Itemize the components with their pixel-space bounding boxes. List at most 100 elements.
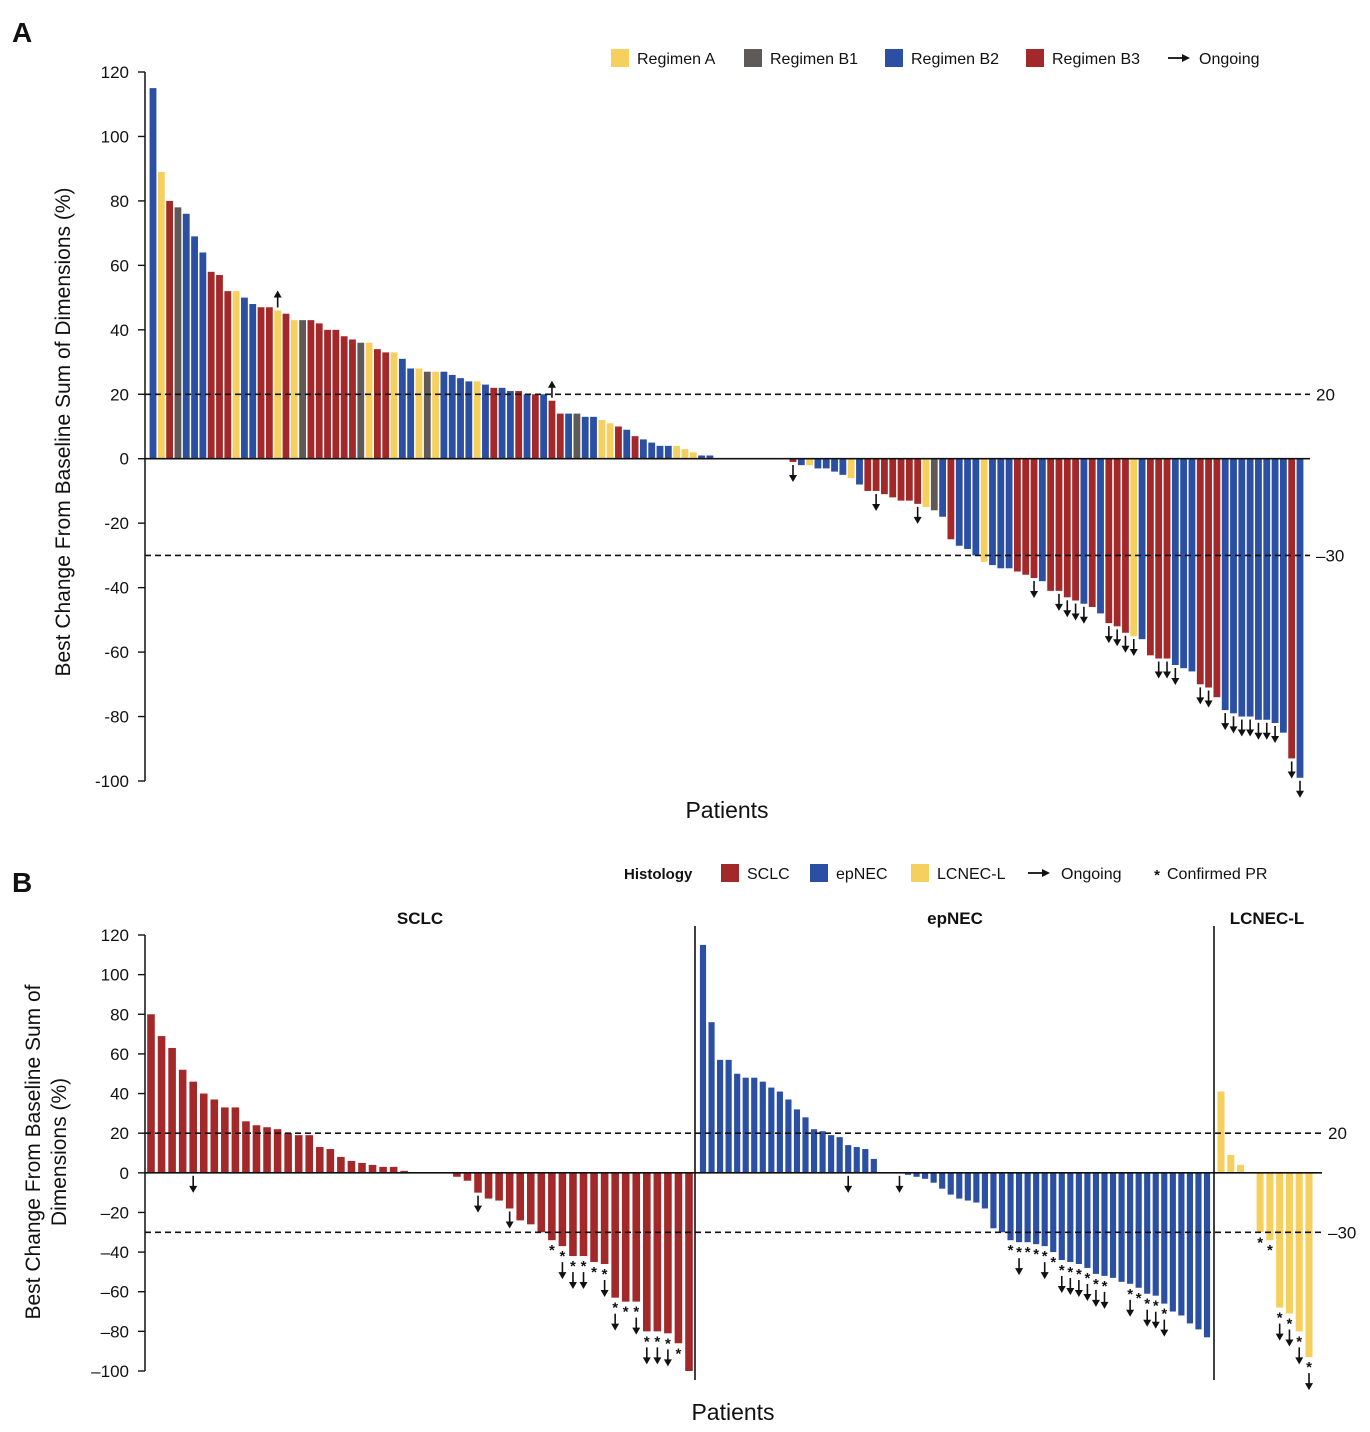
ongoing-arrow-b xyxy=(642,1347,651,1365)
bar-a-109 xyxy=(1055,458,1063,591)
bar-b-SCLC-7 xyxy=(221,1107,229,1173)
confirmed-pr-star: * xyxy=(1136,1290,1142,1307)
bar-a-125 xyxy=(1188,458,1196,672)
bar-a-8 xyxy=(216,275,223,459)
ongoing-arrow-b xyxy=(1151,1311,1160,1329)
reference-line-label: 20 xyxy=(1328,1124,1347,1143)
bar-a-7 xyxy=(207,271,215,459)
ongoing-arrow-b xyxy=(1126,1299,1135,1317)
bar-a-131 xyxy=(1238,458,1246,717)
bar-a-0 xyxy=(149,88,157,459)
ongoing-arrow-a-109 xyxy=(1054,593,1063,611)
bar-b-SCLC-30 xyxy=(463,1172,472,1181)
confirmed-pr-star: * xyxy=(581,1258,587,1275)
bar-b-epNEC-42 xyxy=(1058,1172,1065,1261)
bar-b-SCLC-48 xyxy=(653,1172,662,1332)
bar-a-127 xyxy=(1205,458,1212,688)
y-tick-label: –40 xyxy=(101,1243,129,1262)
bar-a-63 xyxy=(673,445,681,459)
ongoing-arrow-b-head xyxy=(1160,1329,1169,1337)
bar-b-SCLC-51 xyxy=(685,1172,693,1371)
bar-a-97 xyxy=(955,458,963,546)
bar-b-SCLC-19 xyxy=(347,1160,356,1173)
ongoing-arrow-b-head xyxy=(1091,1299,1100,1307)
ongoing-arrow-a-133-head xyxy=(1254,732,1263,740)
bar-b-epNEC-6 xyxy=(751,1077,758,1173)
panel-b-legend: Histology SCLC epNEC LCNEC-L Ongoing * Confirm… xyxy=(624,864,1267,884)
bar-b-epNEC-57 xyxy=(1186,1172,1193,1324)
ongoing-arrow-a-112-head xyxy=(1079,616,1088,624)
bar-a-30 xyxy=(398,358,406,459)
ongoing-arrow-b-head xyxy=(642,1357,651,1365)
bar-b-epNEC-2 xyxy=(717,1059,724,1173)
bar-a-46 xyxy=(531,394,539,459)
bar-b-LCNEC-4 xyxy=(1256,1172,1264,1233)
bar-b-SCLC-38 xyxy=(548,1172,556,1241)
bar-b-SCLC-8 xyxy=(231,1107,240,1173)
confirmed-pr-star: * xyxy=(1050,1254,1056,1271)
bar-b-epNEC-31 xyxy=(964,1172,971,1201)
bar-b-epNEC-28 xyxy=(939,1172,946,1189)
bar-a-58 xyxy=(631,436,639,459)
y-tick-label: -80 xyxy=(104,708,129,727)
bar-a-32 xyxy=(415,368,423,459)
bar-a-117 xyxy=(1122,458,1129,633)
legend-label: epNEC xyxy=(836,866,888,883)
bar-b-epNEC-30 xyxy=(956,1172,963,1199)
y-tick-label: 120 xyxy=(101,926,129,945)
confirmed-pr-star: * xyxy=(1267,1242,1273,1259)
bar-b-SCLC-36 xyxy=(526,1172,535,1225)
bar-a-136 xyxy=(1279,458,1287,733)
confirmed-pr-star: * xyxy=(1076,1266,1082,1283)
ongoing-arrow-a-122 xyxy=(1163,661,1172,679)
confirmed-pr-star: * xyxy=(1008,1242,1014,1259)
bar-a-107 xyxy=(1038,458,1046,582)
bar-b-SCLC-50 xyxy=(674,1172,683,1344)
confirmed-pr-star: * xyxy=(1296,1333,1302,1350)
ongoing-arrow-a-121 xyxy=(1154,661,1163,679)
ongoing-arrow-a-129-head xyxy=(1221,723,1230,731)
bar-b-SCLC-34 xyxy=(505,1172,514,1209)
ongoing-arrow-a-130-head xyxy=(1229,726,1238,734)
bar-a-78 xyxy=(797,458,805,466)
panel-a-legend: Regimen A Regimen B1 Regimen B2 Regimen B3 O… xyxy=(611,49,1260,68)
bar-a-91 xyxy=(905,458,913,501)
bar-b-SCLC-42 xyxy=(590,1172,598,1262)
ongoing-arrow-b xyxy=(1100,1291,1109,1309)
bar-a-42 xyxy=(498,387,506,459)
bar-b-epNEC-50 xyxy=(1127,1172,1134,1284)
bar-b-SCLC-37 xyxy=(537,1172,546,1233)
bar-a-54 xyxy=(598,420,606,459)
ongoing-arrow-b xyxy=(189,1175,198,1193)
bar-b-epNEC-4 xyxy=(734,1073,741,1173)
bar-b-SCLC-33 xyxy=(495,1172,503,1201)
bar-b-epNEC-37 xyxy=(1015,1172,1023,1243)
bar-a-43 xyxy=(506,391,514,459)
legend-ongoing-arrow-head xyxy=(1182,54,1190,62)
bar-a-60 xyxy=(648,442,656,459)
ongoing-arrow-a-109-head xyxy=(1054,603,1063,611)
confirmed-pr-star: * xyxy=(633,1304,639,1321)
y-tick-label: 40 xyxy=(110,1085,129,1104)
ongoing-arrow-a-138-head xyxy=(1296,790,1304,798)
bar-b-epNEC-8 xyxy=(768,1087,775,1173)
ongoing-arrow-a-110 xyxy=(1063,600,1072,618)
bar-a-34 xyxy=(432,371,440,459)
ongoing-arrow-a-77-head xyxy=(788,474,797,482)
bar-b-epNEC-1 xyxy=(708,1022,715,1173)
bar-a-124 xyxy=(1180,458,1188,669)
bar-b-epNEC-17 xyxy=(845,1145,852,1173)
bar-a-9 xyxy=(224,291,232,459)
ongoing-arrow-a-87-head xyxy=(872,503,881,511)
y-tick-label: 100 xyxy=(101,127,129,146)
bar-a-47 xyxy=(540,394,548,459)
ongoing-arrow-b-head xyxy=(1126,1309,1135,1317)
ongoing-arrow-b xyxy=(1160,1319,1169,1337)
y-tick-label: 100 xyxy=(101,966,129,985)
legend-label: Regimen A xyxy=(637,51,716,68)
bar-a-77 xyxy=(789,458,797,462)
ongoing-arrow-a-138 xyxy=(1296,780,1304,798)
bar-b-epNEC-10 xyxy=(785,1099,792,1173)
bar-a-92 xyxy=(914,458,922,504)
panel-b-y-axis-label-line1: Best Change From Baseline Sum of xyxy=(22,984,45,1319)
